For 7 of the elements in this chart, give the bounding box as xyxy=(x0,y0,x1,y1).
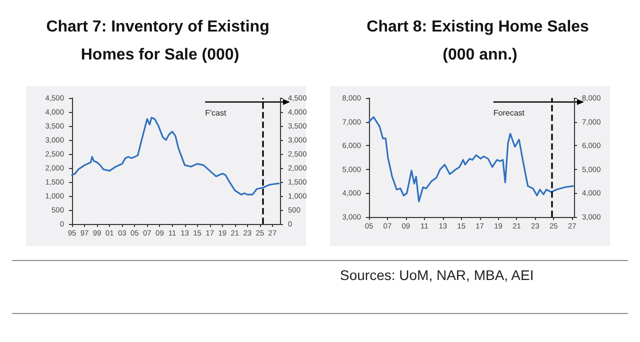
source-note: Sources: UoM, NAR, MBA, AEI xyxy=(340,266,535,285)
ref-line-label: Forecast xyxy=(493,108,526,118)
line-series xyxy=(71,116,280,196)
line-series xyxy=(368,116,574,202)
chart-title: Chart 8: Existing Home Sales (000 ann.) xyxy=(366,18,594,64)
chart-title: Chart 7: Inventory of Existing Homes for Sale (000) xyxy=(46,18,274,64)
ref-line-label: F'cast xyxy=(205,108,227,118)
